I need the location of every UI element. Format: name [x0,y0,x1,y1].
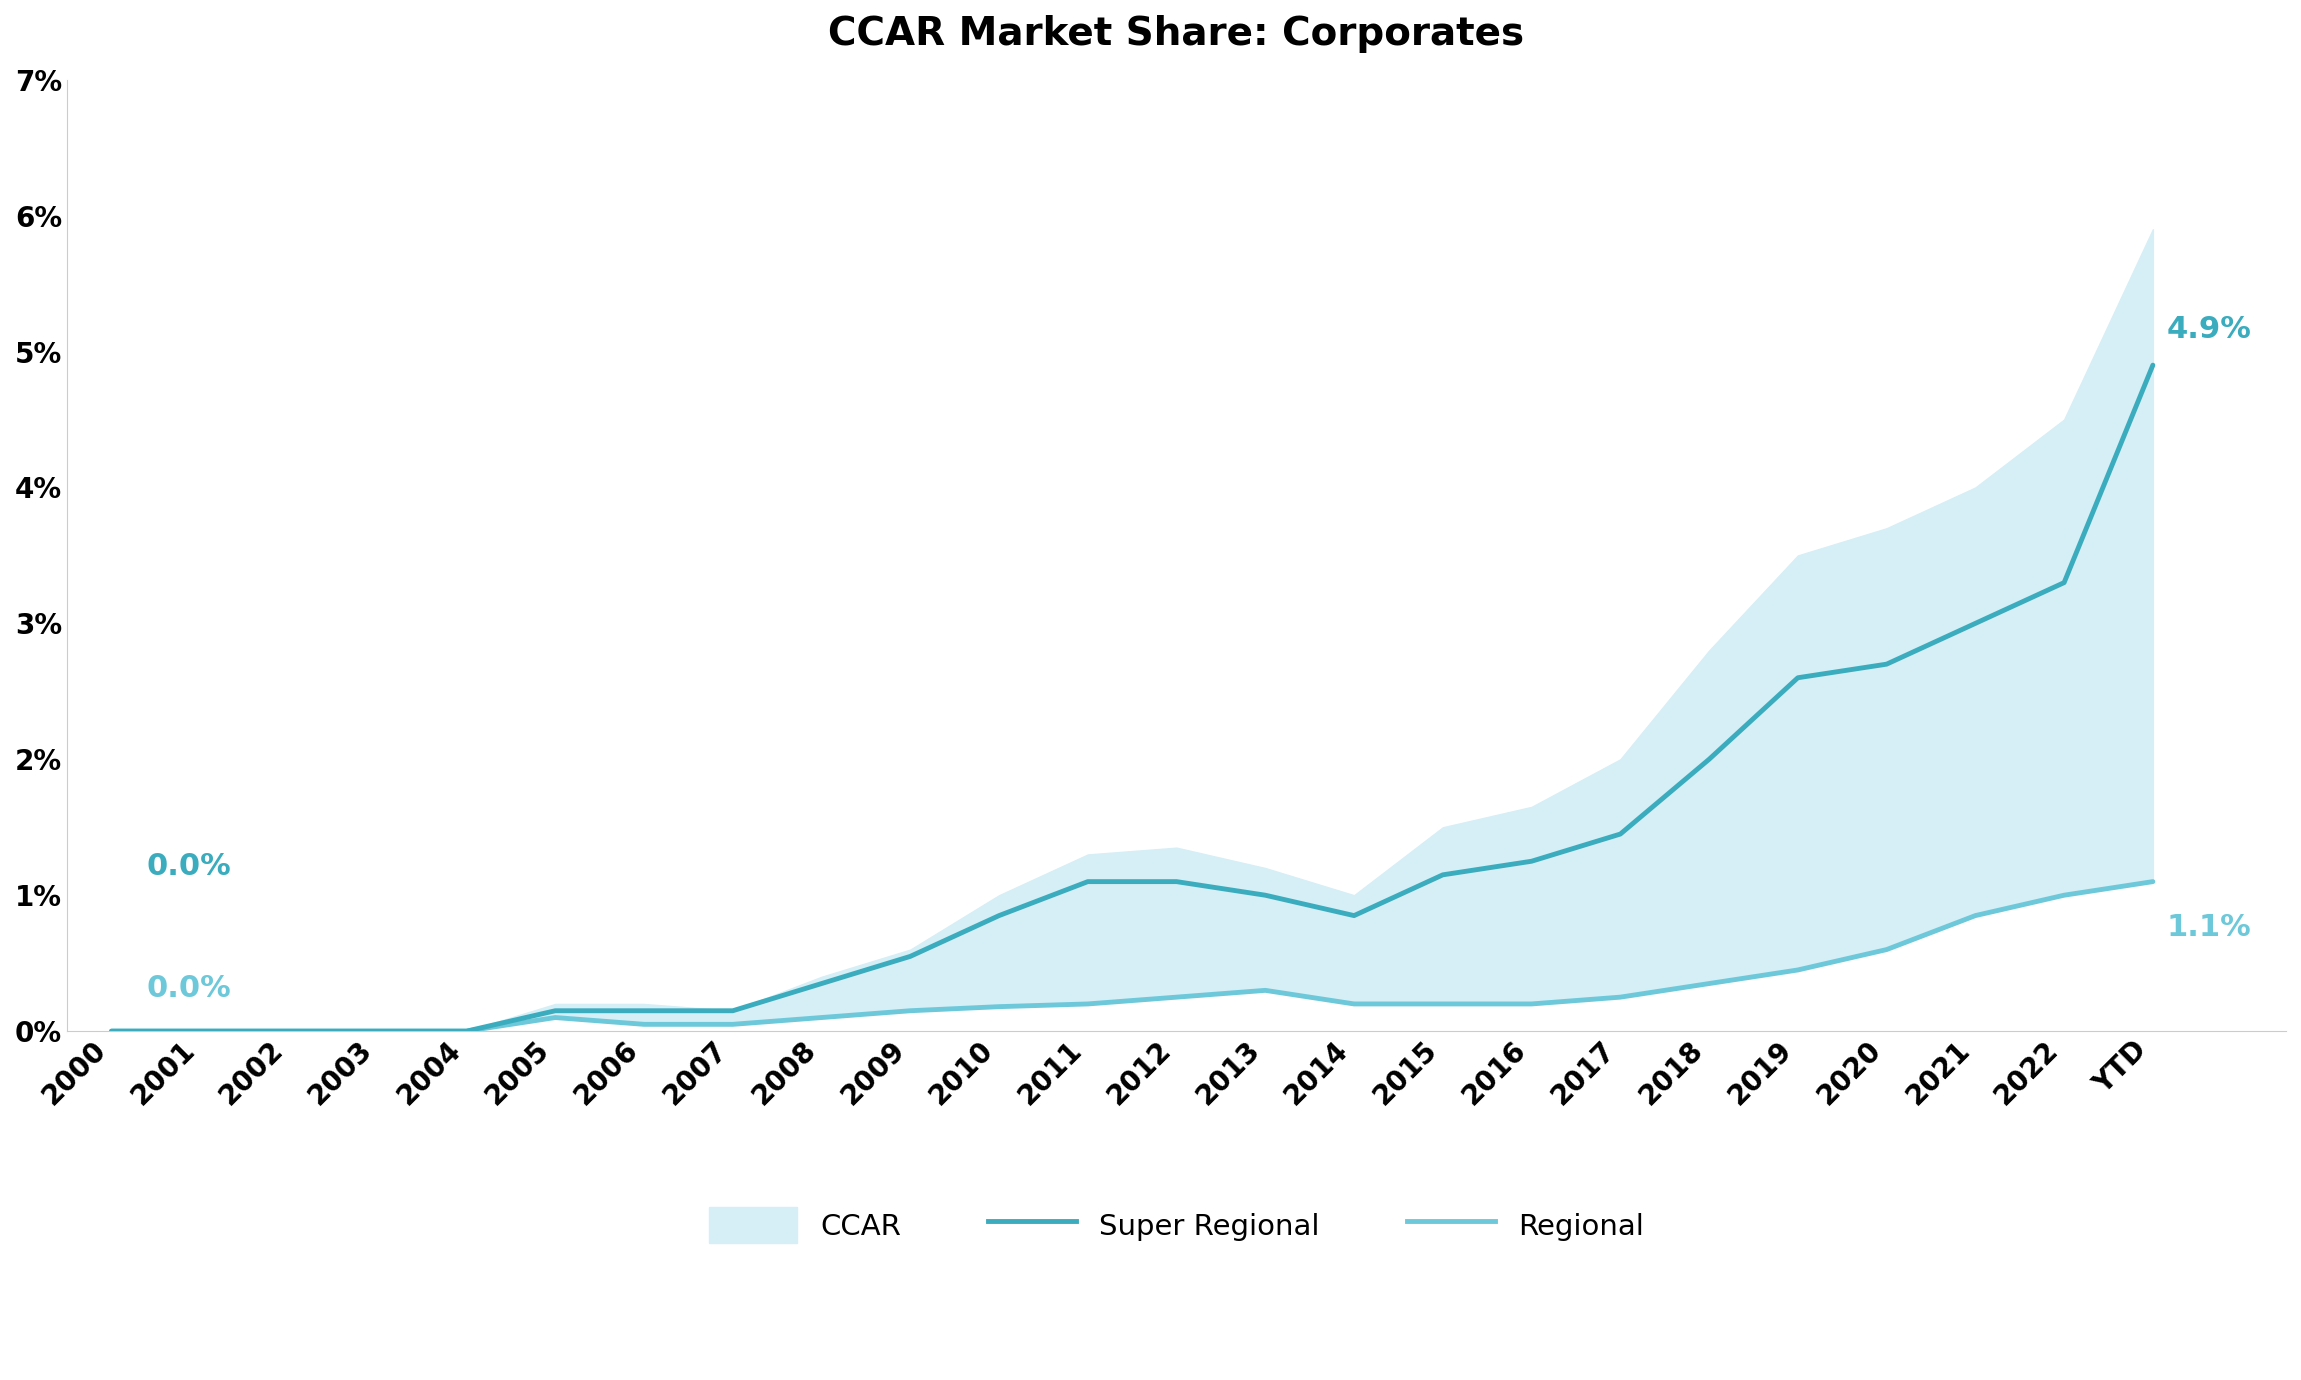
Legend: CCAR, Super Regional, Regional: CCAR, Super Regional, Regional [697,1195,1657,1254]
Title: CCAR Market Share: Corporates: CCAR Market Share: Corporates [828,15,1526,52]
Text: 0.0%: 0.0% [147,974,232,1003]
Text: 0.0%: 0.0% [147,851,232,880]
Text: 1.1%: 1.1% [2165,914,2250,943]
Text: 4.9%: 4.9% [2165,315,2250,344]
